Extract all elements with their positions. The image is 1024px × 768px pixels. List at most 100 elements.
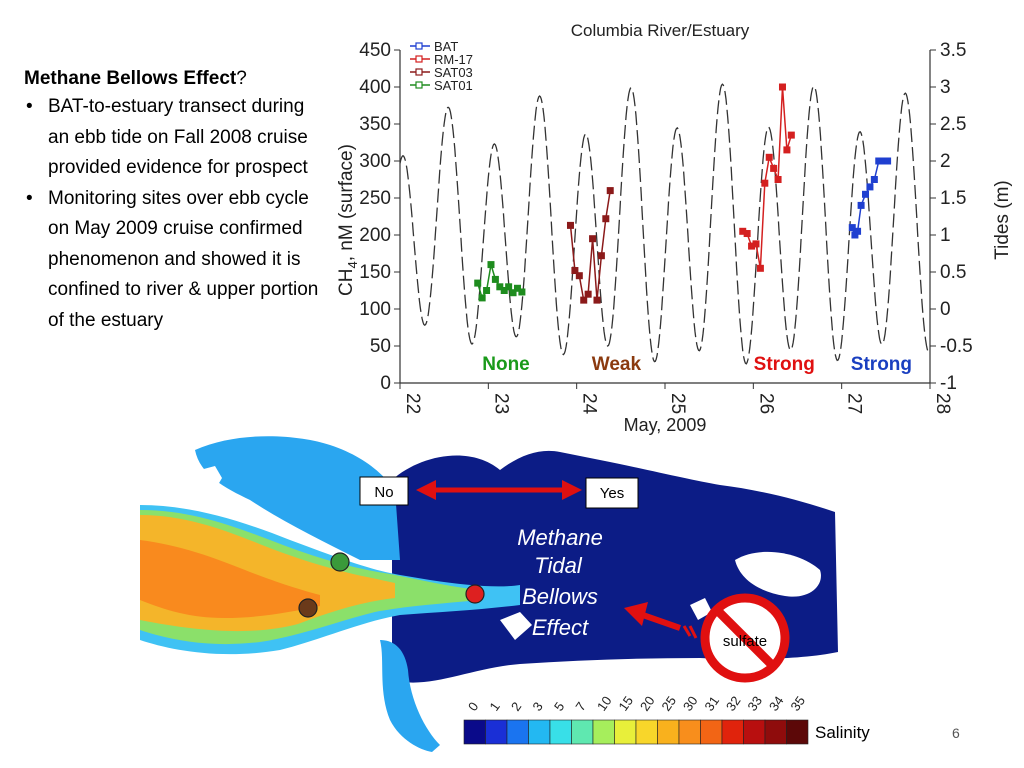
data-point: [783, 146, 791, 154]
data-point: [862, 190, 870, 198]
colorbar-cell: [571, 719, 594, 745]
data-point: [778, 83, 786, 91]
legend-entry: BAT: [434, 39, 458, 54]
legend-entry: SAT01: [434, 78, 473, 93]
data-point: [566, 221, 574, 229]
page-number: 6: [952, 725, 960, 741]
legend-entry: SAT03: [434, 65, 473, 80]
x-tick-label: 28: [932, 393, 953, 414]
estuary-water: [140, 436, 838, 752]
salinity-colorbar: 0 1 2 3 5 7 10 15 20 25 30 31 32 33 34 35: [463, 693, 809, 745]
data-point: [848, 224, 856, 232]
data-point: [509, 289, 517, 297]
salinity-title: Salinity: [815, 723, 870, 742]
colorbar-cell: [485, 719, 508, 745]
y-tick-label: 300: [359, 151, 391, 172]
x-tick-label: 23: [490, 393, 511, 414]
y-tick-label: 250: [359, 188, 391, 209]
station-markers: [298, 552, 485, 618]
x-tick-label: 27: [844, 393, 865, 414]
colorbar-tick-label: 35: [787, 693, 808, 713]
data-point: [752, 240, 760, 248]
sulfate-arrow: [624, 602, 698, 639]
series-bat: [848, 157, 892, 239]
heading-suffix: ?: [236, 68, 247, 89]
data-point: [879, 157, 887, 165]
y2-tick-label: 1.5: [940, 188, 966, 209]
data-point: [571, 267, 579, 275]
series-sat03: [566, 187, 614, 304]
data-point: [857, 201, 865, 209]
series-line: [742, 86, 793, 269]
y-tick-label: 450: [359, 40, 391, 61]
colorbar-cell: [528, 719, 551, 745]
y2-tick-label: 1: [940, 225, 951, 246]
chart-title: Columbia River/Estuary: [571, 21, 750, 40]
y2-tick-label: -0.5: [940, 336, 973, 357]
colorbar-tick-label: 30: [680, 693, 701, 713]
legend-swatch-marker: [415, 42, 423, 50]
data-point: [866, 183, 874, 191]
colorbar-cell: [506, 719, 529, 745]
yes-label: Yes: [600, 485, 624, 502]
bellows-line: Methane: [517, 525, 603, 550]
data-point: [602, 215, 610, 223]
y2-tick-label: -1: [940, 373, 957, 394]
x-tick-label: 24: [579, 393, 600, 415]
colorbar-cell: [721, 719, 744, 745]
y2-tick-label: 0: [940, 299, 951, 320]
x-tick-label: 25: [667, 393, 688, 414]
colorbar-tick-label: 2: [508, 699, 524, 714]
data-point: [774, 176, 782, 183]
colorbar-tick-label: 0: [465, 699, 481, 714]
colorbar-cell: [678, 719, 701, 745]
colorbar-cell: [463, 719, 486, 745]
estuary-salinity-map: No Yes Methane Tidal Bellows Effect sulf…: [140, 436, 870, 752]
legend-entry: RM-17: [434, 52, 473, 67]
sat01-marker: [330, 552, 350, 572]
data-point: [487, 261, 495, 269]
data-point: [584, 290, 592, 298]
river-island: [735, 551, 821, 597]
colorbar-tick-label: 34: [766, 693, 787, 713]
upper-bay-water: [195, 436, 400, 560]
annotation-label: None: [482, 354, 530, 375]
x-tick-label: 26: [755, 393, 776, 414]
bullet-list: BAT-to-estuary transect during an ebb ti…: [24, 92, 324, 336]
bullet-item: BAT-to-estuary transect during an ebb ti…: [24, 92, 324, 184]
annotation-label: Weak: [592, 354, 642, 375]
y2-tick-label: 2.5: [940, 114, 966, 135]
data-point: [589, 235, 597, 243]
colorbar-tick-label: 20: [637, 693, 658, 713]
no-yes-arrow: [416, 480, 582, 500]
data-point: [597, 252, 605, 260]
data-point: [593, 296, 601, 304]
y2-tick-label: 2: [940, 151, 951, 172]
data-point: [854, 227, 862, 235]
colorbar-tick-label: 7: [572, 699, 588, 714]
annotation-label: Strong: [851, 354, 912, 375]
y-tick-label: 400: [359, 77, 391, 98]
data-point: [606, 187, 614, 195]
series-rm-17: [739, 83, 795, 272]
axes: 0 50 100 150 200 250 300 350 400 450 -1 -0.5 0 0.5 1 1.…: [359, 40, 972, 415]
data-point: [884, 157, 892, 165]
colorbar-tick-label: 1: [486, 699, 502, 714]
data-point: [491, 275, 499, 283]
salinity-peak-band: [140, 540, 320, 618]
rm17-marker: [465, 584, 485, 604]
data-point: [875, 157, 883, 165]
colorbar-tick-label: 5: [551, 699, 567, 714]
bullet-item: Monitoring sites over ebb cycle on May 2…: [24, 184, 324, 337]
colorbar-cell: [764, 719, 787, 745]
colorbar-tick-label: 31: [701, 693, 722, 713]
data-point: [743, 230, 751, 238]
y-tick-label: 200: [359, 225, 391, 246]
data-point: [496, 283, 504, 291]
colorbar-cell: [549, 719, 572, 745]
colorbar-cell: [743, 719, 766, 745]
data-point: [500, 287, 508, 294]
colorbar-tick-label: 33: [744, 693, 765, 713]
colorbar-tick-label: 15: [615, 693, 636, 713]
